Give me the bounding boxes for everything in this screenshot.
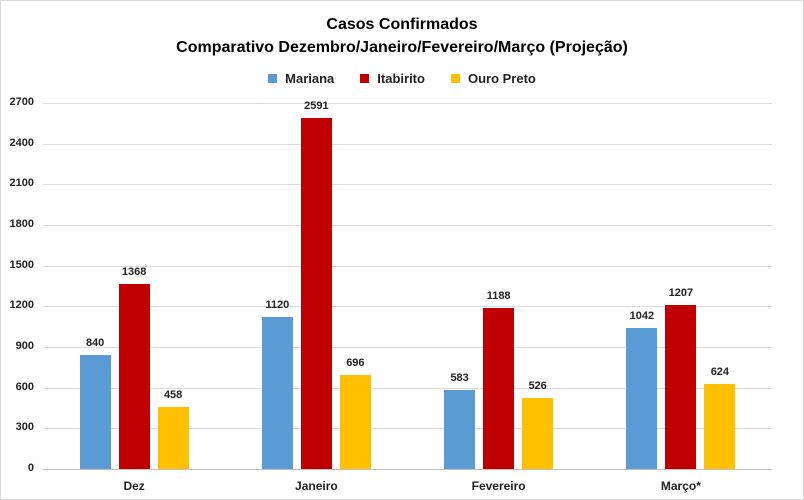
x-tick-label: Janeiro [295,479,338,493]
data-label: 1188 [486,289,511,302]
gridline [43,347,772,348]
legend-label: Mariana [285,71,335,86]
data-label: 1120 [265,299,290,312]
gridline [43,265,772,267]
y-tick-label: 900 [15,340,34,352]
bar-itabirito [665,305,697,469]
x-tick-label: Março* [660,479,701,493]
gridline [43,306,772,308]
data-label: 840 [85,337,105,350]
bar-itabirito [483,307,515,469]
y-tick-label: 0 [27,462,34,474]
chart-title: Casos Confirmados [326,16,478,33]
legend-swatch-icon [360,74,370,83]
legend: Mariana Itabirito Ouro Preto [0,71,804,86]
gridline [43,225,772,226]
y-tick-label: 1800 [9,218,34,230]
legend-item-itabirito: Itabirito [360,71,425,86]
data-label: 526 [528,379,547,392]
bar-ouro-preto [522,397,554,469]
legend-swatch-icon [450,74,460,83]
data-label: 1042 [629,309,655,322]
x-tick-label: Dez [123,479,145,493]
bar-mariana [626,327,658,469]
bar-ouro-preto [339,374,371,469]
bar-itabirito [118,283,150,469]
y-tick-label: 2700 [9,96,34,108]
gridline [43,184,772,186]
data-label: 458 [163,388,183,401]
legend-label: Itabirito [377,71,425,86]
y-tick-label: 1200 [9,299,34,312]
chart-subtitle: Comparativo Dezembro/Janeiro/Fevereiro/M… [176,39,628,56]
gridline [43,428,772,430]
legend-item-ouro-preto: Ouro Preto [450,71,536,86]
bar-mariana [79,355,111,469]
bar-itabirito [300,117,332,469]
y-tick-label: 300 [15,421,34,434]
y-tick-label: 2400 [9,136,34,149]
data-label: 2591 [304,99,329,112]
legend-item-mariana: Mariana [268,71,334,86]
gridline [43,143,772,145]
y-tick-label: 1500 [9,258,34,271]
x-tick-label: Fevereiro [471,479,526,493]
gridline [43,103,772,104]
data-label: 696 [346,356,365,369]
bar-ouro-preto [157,406,189,469]
data-label: 583 [450,371,469,384]
gridline [43,387,772,389]
bar-mariana [444,389,476,469]
data-label: 1368 [121,265,147,278]
x-axis-line [43,469,772,470]
data-label: 624 [710,366,730,379]
bar-mariana [261,317,293,469]
legend-swatch-icon [268,74,278,83]
y-tick-label: 600 [15,380,34,393]
bar-ouro-preto [704,384,736,469]
y-tick-label: 2100 [9,177,34,190]
legend-label: Ouro Preto [467,71,536,86]
data-label: 1207 [668,287,694,300]
